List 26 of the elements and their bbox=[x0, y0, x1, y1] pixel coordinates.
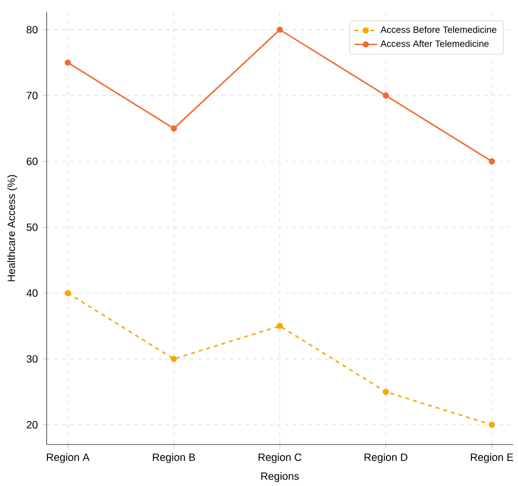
point bbox=[488, 158, 495, 164]
point bbox=[64, 59, 71, 66]
y-axis-title: Healthcare Access (%) bbox=[7, 174, 18, 281]
y-tick-label: 20 bbox=[26, 420, 38, 428]
x-axis-title: Regions bbox=[261, 472, 299, 482]
x-tick-label: Region E bbox=[470, 452, 514, 463]
y-tick-label: 50 bbox=[26, 223, 38, 231]
x-tick-label: Region D bbox=[364, 452, 408, 463]
x-tick-label: Region B bbox=[152, 452, 196, 463]
point bbox=[276, 26, 283, 33]
y-tick-label: 70 bbox=[26, 92, 38, 100]
y-tick-label: 80 bbox=[26, 26, 38, 34]
legend-label: Access Before Telemedicine bbox=[380, 26, 496, 33]
y-tick-label: 30 bbox=[26, 354, 38, 362]
point bbox=[170, 125, 177, 132]
x-tick-label: Region C bbox=[258, 452, 302, 463]
point bbox=[276, 322, 283, 329]
point bbox=[64, 290, 71, 296]
legend-label: Access After Telemedicine bbox=[380, 40, 489, 47]
x-tick-label: Region A bbox=[46, 452, 90, 463]
point bbox=[382, 92, 389, 98]
point bbox=[488, 421, 495, 428]
y-tick-label: 40 bbox=[26, 289, 38, 297]
y-tick-label: 60 bbox=[26, 157, 38, 165]
point bbox=[382, 388, 389, 395]
point bbox=[170, 356, 177, 362]
